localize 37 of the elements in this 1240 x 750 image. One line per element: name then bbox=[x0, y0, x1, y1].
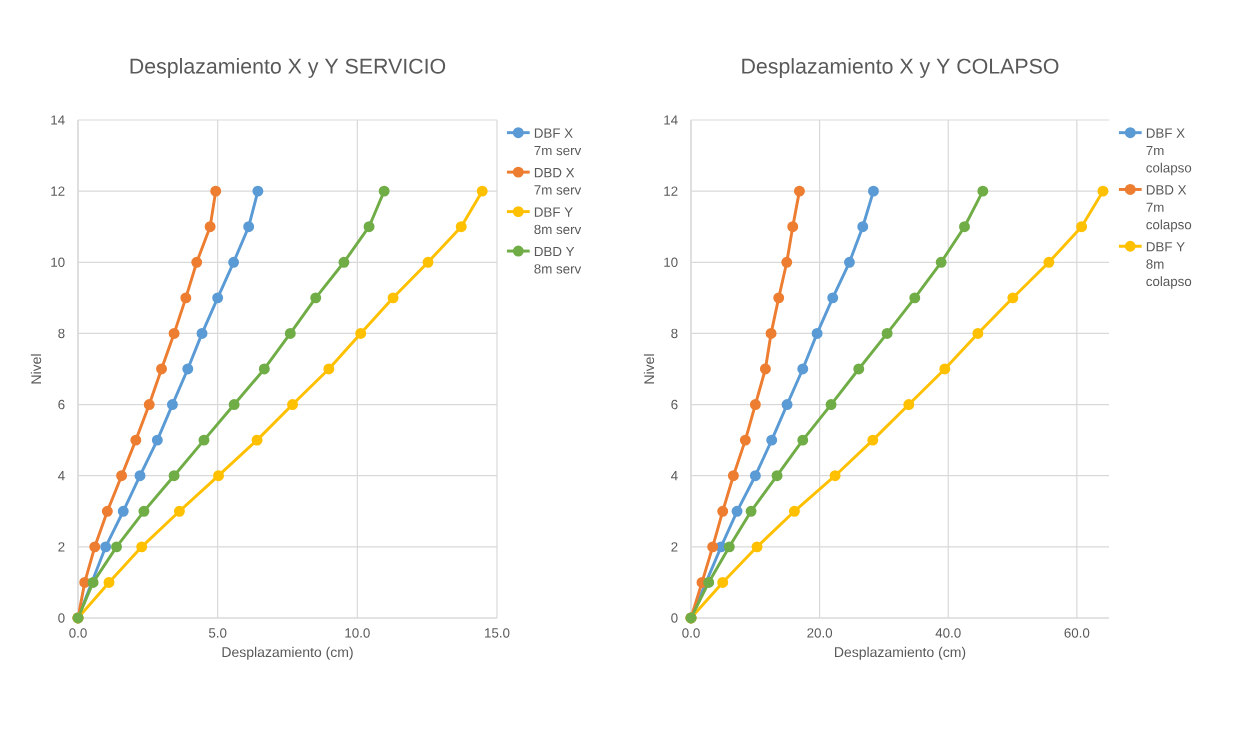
y-tick-label: 10 bbox=[51, 257, 65, 267]
legend-label: DBF Y 8m colapso bbox=[1146, 242, 1192, 289]
y-tick-label: 12 bbox=[664, 186, 678, 196]
y-tick-label: 0 bbox=[671, 613, 678, 623]
x-tick-label: 15.0 bbox=[485, 628, 510, 638]
x-axis-title: Desplazamiento (cm) bbox=[835, 646, 966, 660]
y-tick-label: 6 bbox=[58, 399, 65, 410]
y-tick-label: 14 bbox=[664, 115, 678, 125]
x-axis-title: Desplazamiento (cm) bbox=[222, 646, 353, 660]
legend-label: DBF Y 8m serv bbox=[534, 207, 582, 235]
y-axis-title: Nivel bbox=[643, 354, 655, 384]
y-tick-label: 8 bbox=[671, 328, 678, 339]
y-tick-label: 0 bbox=[58, 613, 65, 623]
y-tick-label: 2 bbox=[671, 542, 678, 552]
y-tick-label: 6 bbox=[671, 399, 678, 410]
x-tick-label: 10.0 bbox=[345, 628, 370, 638]
y-tick-label: 10 bbox=[664, 257, 678, 267]
legend-label: DBF X 7m serv bbox=[534, 128, 582, 156]
legend-label: DBF X 7m colapso bbox=[1146, 128, 1192, 176]
x-tick-label: 60.0 bbox=[1064, 628, 1090, 638]
x-tick-label: 20.0 bbox=[807, 628, 833, 638]
x-tick-label: 0.0 bbox=[69, 628, 87, 638]
legend-label: DBD X 7m colapso bbox=[1146, 185, 1192, 232]
legend-label: DBD X 7m serv bbox=[534, 168, 582, 195]
y-tick-label: 2 bbox=[58, 542, 65, 552]
chart-title: Desplazamiento X y Y COLAPSO bbox=[742, 58, 1059, 78]
x-tick-label: 40.0 bbox=[935, 628, 961, 638]
y-tick-label: 4 bbox=[58, 471, 65, 481]
y-tick-label: 4 bbox=[671, 471, 678, 481]
x-tick-label: 0.0 bbox=[682, 628, 700, 638]
y-tick-label: 14 bbox=[51, 115, 65, 125]
chart-title: Desplazamiento X y Y SERVICIO bbox=[130, 58, 446, 78]
x-tick-label: 5.0 bbox=[208, 628, 227, 638]
y-tick-label: 8 bbox=[58, 328, 65, 339]
y-tick-label: 12 bbox=[51, 186, 65, 196]
legend-label: DBD Y 8m serv bbox=[534, 246, 582, 274]
y-axis-title: Nivel bbox=[30, 354, 42, 384]
